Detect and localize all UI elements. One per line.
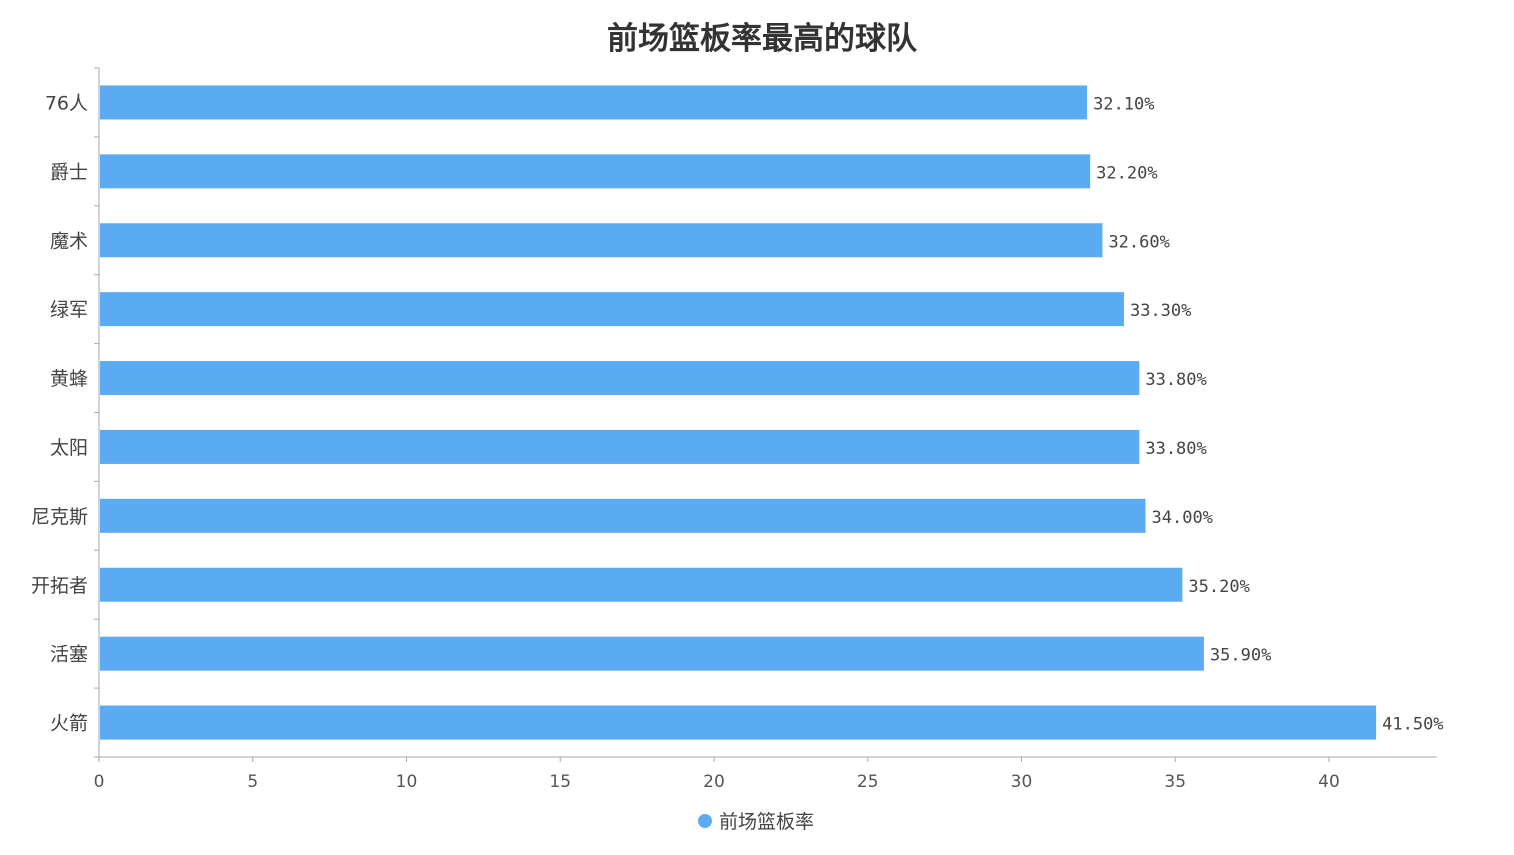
- data-label: 33.30%: [1130, 301, 1191, 321]
- bar[interactable]: [100, 361, 1140, 396]
- legend-marker: [698, 814, 712, 828]
- x-tick-label: 0: [94, 772, 105, 792]
- y-category-label: 魔术: [50, 230, 88, 252]
- y-category-label: 开拓者: [31, 575, 88, 597]
- bar[interactable]: [100, 429, 1140, 464]
- y-category-label: 太阳: [50, 437, 88, 459]
- y-category-label: 尼克斯: [31, 506, 88, 528]
- x-tick-label: 30: [1011, 772, 1033, 792]
- bar[interactable]: [100, 154, 1091, 189]
- data-label: 32.20%: [1096, 163, 1157, 183]
- y-category-label: 76人: [45, 92, 88, 114]
- bar[interactable]: [100, 292, 1124, 327]
- bar[interactable]: [100, 85, 1088, 120]
- x-tick-label: 35: [1164, 772, 1186, 792]
- x-tick-label: 5: [247, 772, 258, 792]
- y-category-label: 火箭: [50, 713, 88, 735]
- bar[interactable]: [100, 636, 1204, 671]
- legend[interactable]: 前场篮板率: [698, 811, 814, 833]
- bar[interactable]: [100, 223, 1103, 258]
- x-tick-label: 40: [1318, 772, 1340, 792]
- x-tick-label: 15: [549, 772, 571, 792]
- y-category-label: 绿军: [50, 299, 88, 321]
- data-label: 35.20%: [1188, 577, 1249, 597]
- data-label: 35.90%: [1210, 646, 1271, 666]
- data-label: 32.10%: [1093, 94, 1154, 114]
- bar[interactable]: [100, 705, 1377, 740]
- y-category-label: 黄蜂: [50, 368, 88, 390]
- data-label: 41.50%: [1382, 715, 1443, 735]
- y-category-label: 爵士: [50, 161, 88, 183]
- y-category-label: 活塞: [50, 644, 88, 666]
- data-label: 33.80%: [1145, 370, 1206, 390]
- data-label: 34.00%: [1152, 508, 1213, 528]
- legend-label: 前场篮板率: [719, 811, 814, 833]
- data-label: 32.60%: [1108, 232, 1169, 252]
- data-label: 33.80%: [1145, 439, 1206, 459]
- x-tick-label: 10: [396, 772, 418, 792]
- x-tick-label: 20: [703, 772, 725, 792]
- bar[interactable]: [100, 567, 1183, 602]
- chart-title: 前场篮板率最高的球队: [607, 21, 918, 57]
- x-tick-label: 25: [857, 772, 879, 792]
- bar[interactable]: [100, 498, 1146, 533]
